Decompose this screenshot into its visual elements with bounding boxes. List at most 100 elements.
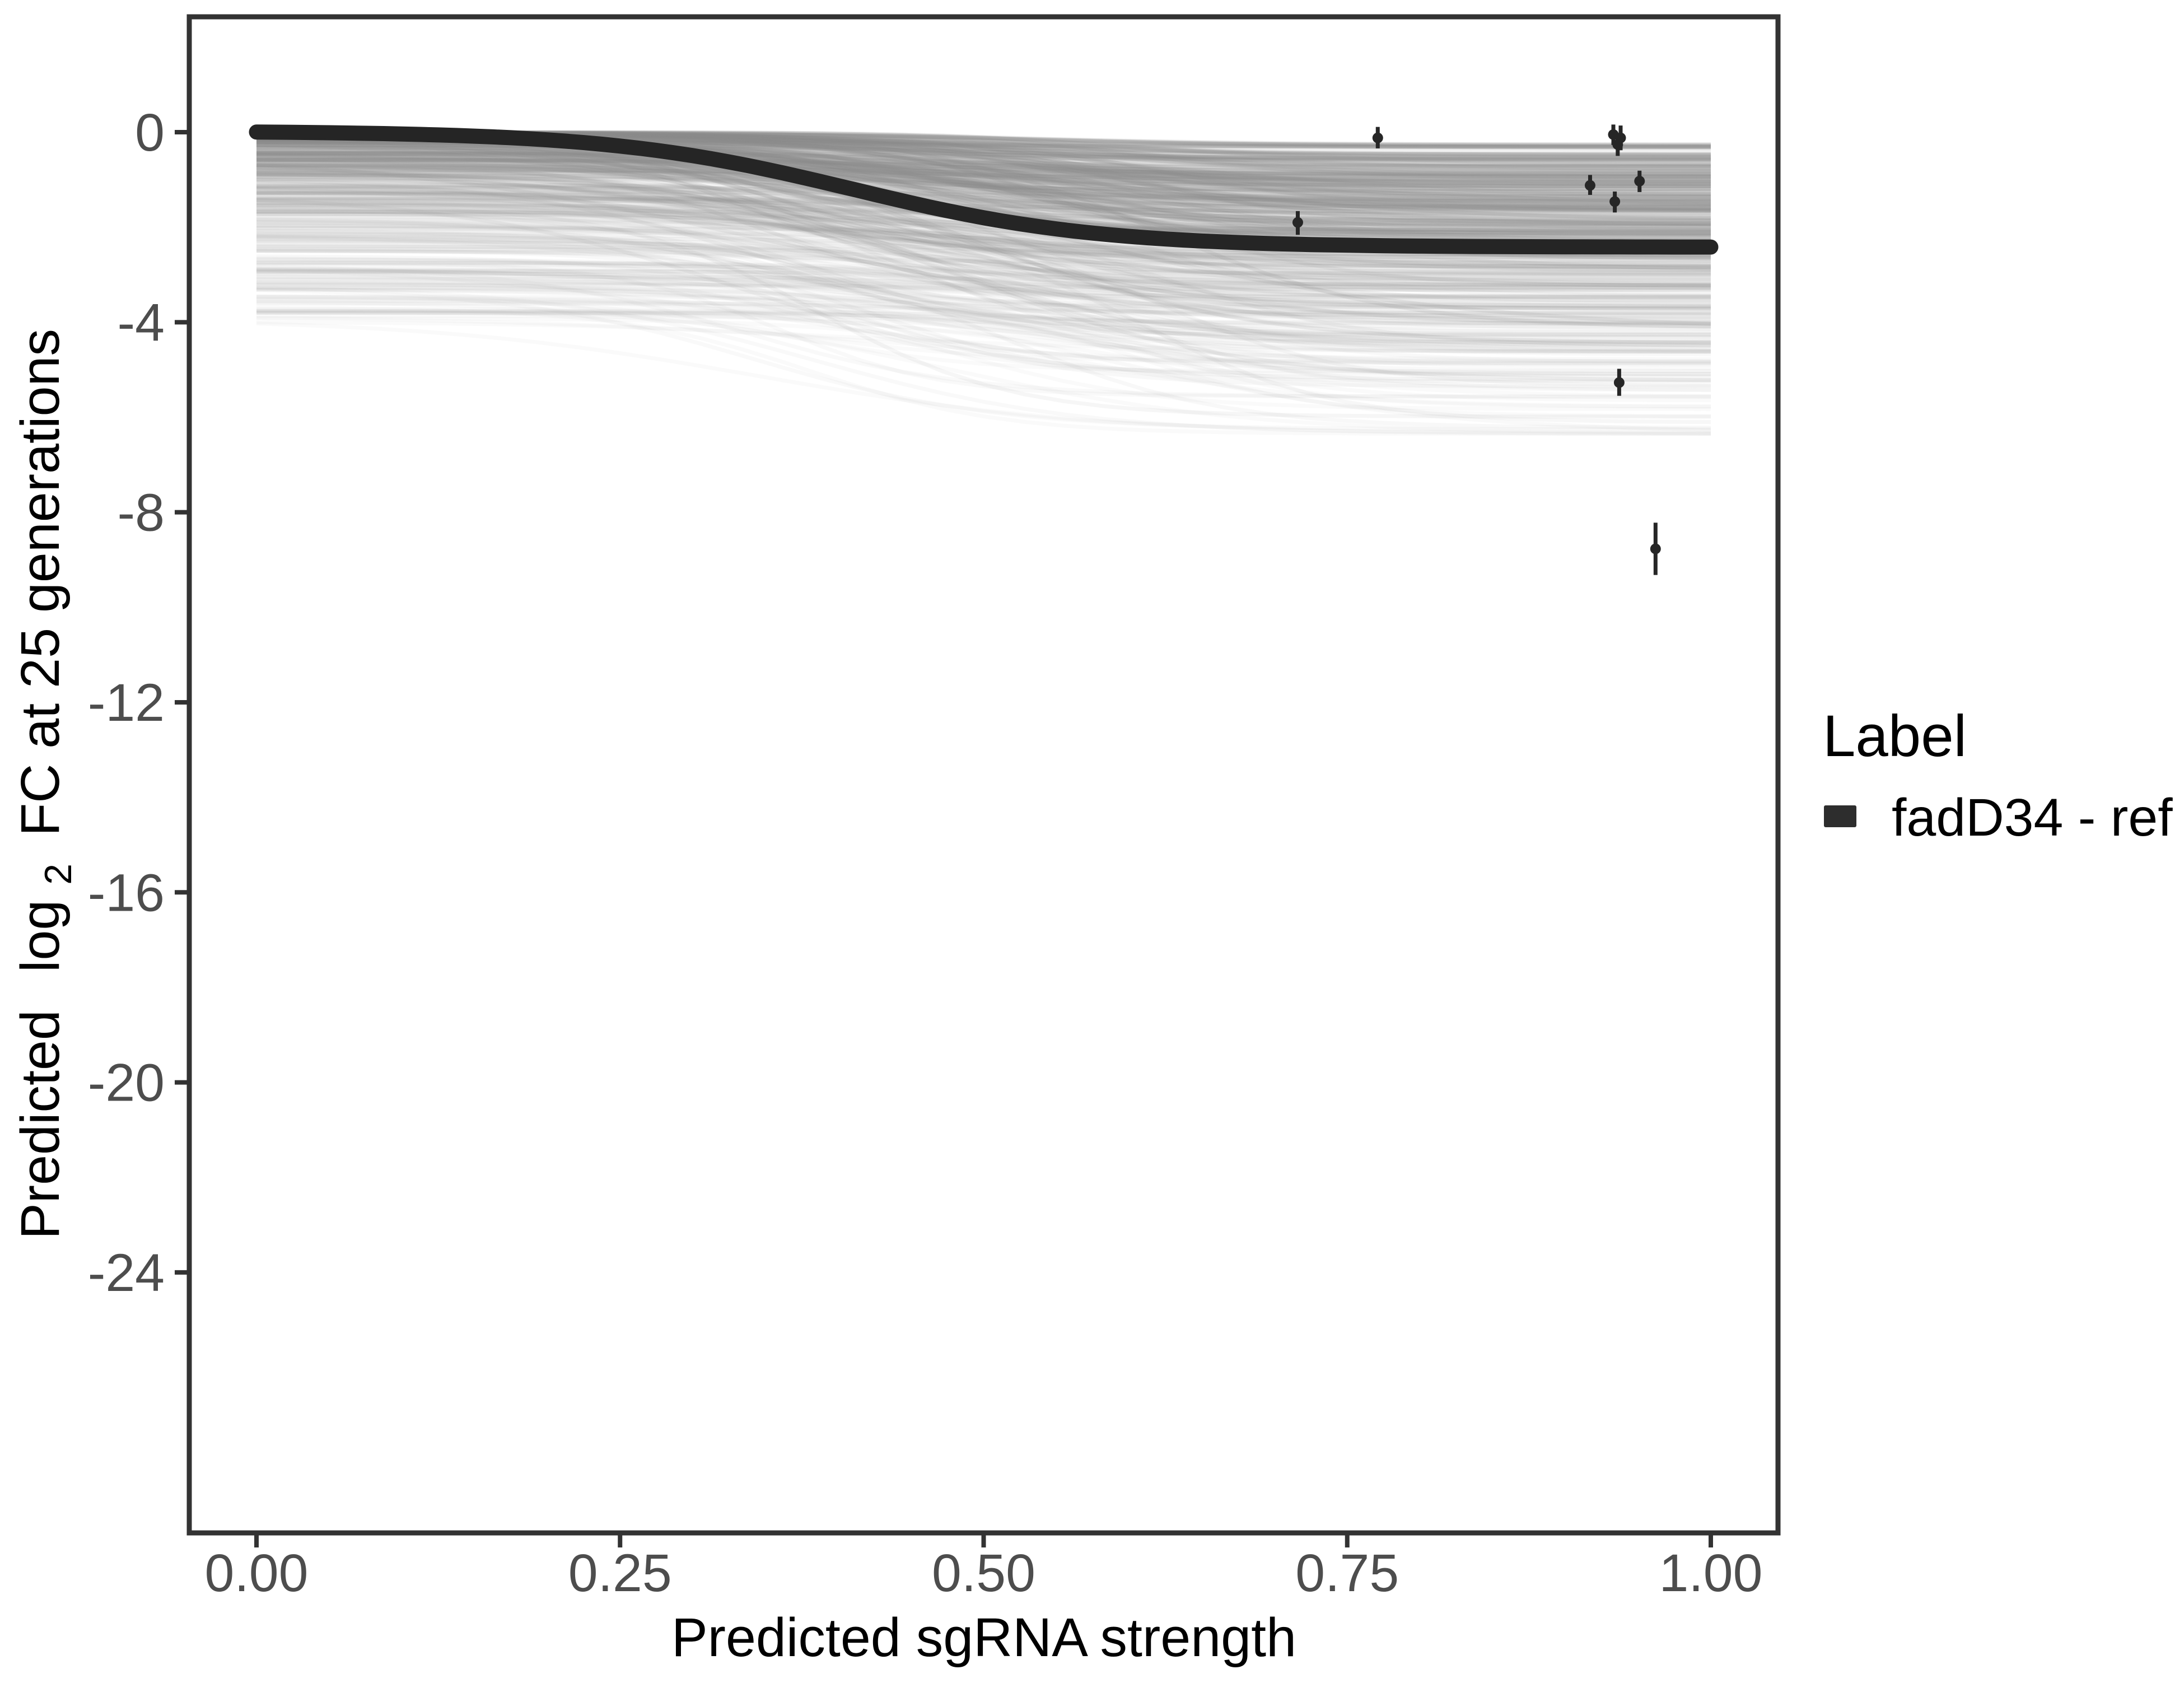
ensemble-curve <box>256 254 1711 389</box>
ensemble-curve <box>256 189 1711 209</box>
ensemble-curve <box>256 194 1711 221</box>
y-tick-label: -12 <box>88 673 165 733</box>
ensemble-curve <box>256 165 1711 269</box>
ensemble-curve <box>256 187 1711 272</box>
ensemble-curve <box>256 190 1711 258</box>
point-range <box>1584 175 1595 195</box>
ensemble-curve <box>256 198 1711 383</box>
ensemble-curve <box>256 152 1711 189</box>
ensemble-curve <box>256 142 1711 162</box>
ensemble-curve <box>256 257 1711 281</box>
ensemble-curve <box>256 260 1711 364</box>
data-point-marker <box>1609 196 1621 207</box>
ensemble-curve <box>256 172 1711 287</box>
ensemble-curve <box>256 202 1711 330</box>
ensemble-curve <box>256 153 1711 170</box>
ensemble-curve <box>256 310 1711 370</box>
y-title-part2: log <box>10 900 71 972</box>
ensemble-curve <box>256 151 1711 190</box>
ensemble-curve <box>256 282 1711 318</box>
ensemble-curve <box>256 152 1711 235</box>
ensemble-curve <box>256 146 1711 162</box>
legend-title: Label <box>1823 703 1967 769</box>
ensemble-curve <box>256 220 1711 263</box>
ensemble-curve <box>256 155 1711 234</box>
y-title-subscript: 2 <box>37 864 80 885</box>
ensemble-curve <box>256 139 1711 276</box>
ensemble-curve <box>256 197 1711 213</box>
ensemble-curve <box>256 164 1711 182</box>
ensemble-curve <box>256 321 1711 436</box>
ensemble-curve <box>256 210 1711 348</box>
ensemble-curve <box>256 249 1711 384</box>
ensemble-curve <box>256 275 1711 291</box>
ensemble-curve <box>256 155 1711 207</box>
panel-background <box>189 17 1778 1533</box>
ensemble-curve <box>256 152 1711 213</box>
ensemble-curve <box>256 267 1711 309</box>
ensemble-curve <box>256 207 1711 300</box>
ensemble-curve <box>256 144 1711 269</box>
ensemble-curve <box>256 143 1711 160</box>
ensemble-curve <box>256 309 1711 376</box>
ensemble-curve <box>256 230 1711 285</box>
ensemble-curve <box>256 267 1711 290</box>
ensemble-curve <box>256 143 1711 274</box>
ensemble-curve <box>256 267 1711 376</box>
ensemble-curve <box>256 226 1711 267</box>
ensemble-curve <box>256 216 1711 262</box>
ensemble-curve <box>256 277 1711 311</box>
ensemble-curve <box>256 157 1711 174</box>
ensemble-curve <box>256 269 1711 292</box>
ensemble-curve <box>256 258 1711 315</box>
ensemble-curve <box>256 177 1711 298</box>
ensemble-curve <box>256 212 1711 327</box>
ensemble-curve <box>256 260 1711 283</box>
ensemble-curve <box>256 238 1711 310</box>
ensemble-curve <box>256 262 1711 285</box>
ensemble-curve <box>256 267 1711 392</box>
ensemble-curve <box>256 301 1711 409</box>
ensemble-curve <box>256 247 1711 290</box>
ensemble-curve <box>256 192 1711 296</box>
main-curve-path <box>249 124 1719 255</box>
data-point-marker <box>1650 543 1661 554</box>
ensemble-curve <box>256 268 1711 327</box>
ensemble-curve <box>256 171 1711 242</box>
ensemble-curve <box>256 294 1711 418</box>
ensemble-curve <box>256 173 1711 191</box>
ensemble-curve <box>256 180 1711 265</box>
ensemble-curve <box>256 201 1711 339</box>
ensemble-curve <box>256 151 1711 167</box>
ensemble-curve <box>256 286 1711 365</box>
ensemble-curve <box>256 166 1711 209</box>
ensemble-curve <box>256 148 1711 198</box>
ensemble-curve <box>256 306 1711 403</box>
ensemble-curve <box>256 239 1711 309</box>
ensemble-curve <box>256 175 1711 257</box>
ensemble-curve <box>256 158 1711 232</box>
ensemble-curve <box>256 301 1711 347</box>
ensemble-curve <box>256 157 1711 211</box>
ensemble-curve <box>256 224 1711 241</box>
ensemble-curve <box>256 249 1711 430</box>
ensemble-curve <box>256 145 1711 211</box>
ensemble-curve <box>256 185 1711 202</box>
point-range <box>1634 170 1645 192</box>
ensemble-curve <box>256 316 1711 409</box>
y-tick-label: -4 <box>118 293 165 352</box>
ensemble-curve <box>256 140 1711 173</box>
ensemble-curve <box>256 144 1711 197</box>
ensemble-curve <box>256 277 1711 352</box>
ensemble-curve <box>256 268 1711 376</box>
data-point-marker <box>1372 132 1383 143</box>
ensemble-curve <box>256 176 1711 207</box>
ensemble-curve <box>256 157 1711 222</box>
ensemble-curve <box>256 195 1711 227</box>
ensemble-curve <box>256 269 1711 354</box>
ensemble-curve <box>256 146 1711 172</box>
ensemble-curve <box>256 201 1711 324</box>
ensemble-curve <box>256 309 1711 325</box>
ensemble-curve <box>256 234 1711 319</box>
ensemble-curve <box>256 260 1711 399</box>
